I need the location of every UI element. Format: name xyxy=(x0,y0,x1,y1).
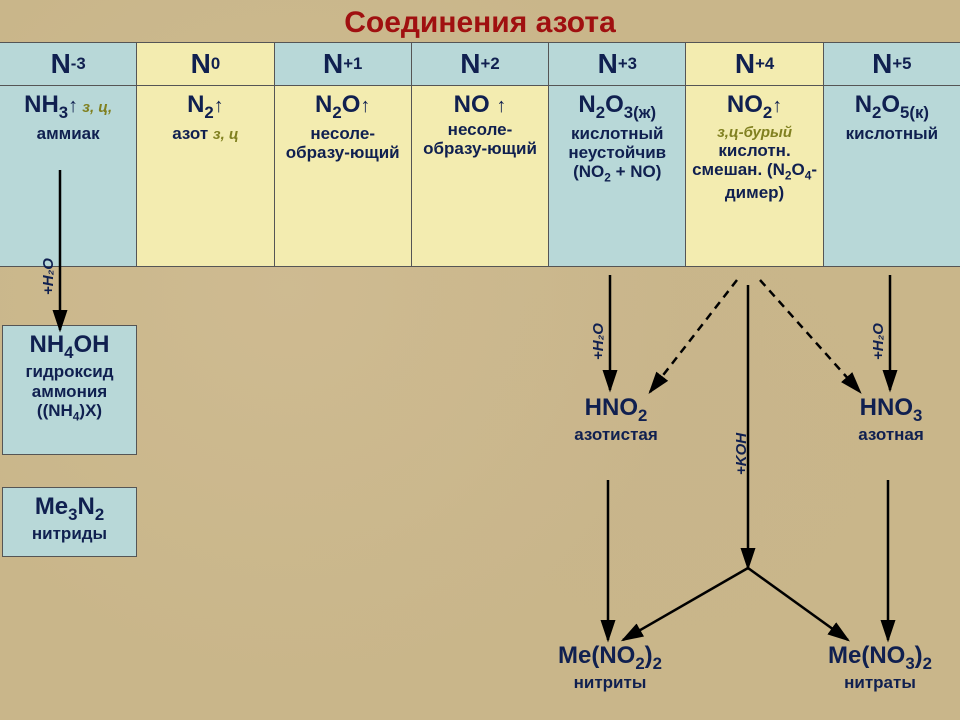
formula: Me(NO2)2 xyxy=(534,643,686,673)
header-cell: N0 xyxy=(137,43,274,85)
header-cell: N-3 xyxy=(0,43,137,85)
panel-hno3: HNO3 азотная xyxy=(830,389,952,459)
formula: HNO2 xyxy=(559,395,673,425)
panel-nitrites: Me(NO2)2 нитриты xyxy=(530,637,690,699)
desc: нитриты xyxy=(534,673,686,693)
panel-nitrides: Me3N2 нитриды xyxy=(2,487,137,557)
desc: нитраты xyxy=(804,673,956,693)
oxidation-header-row: N-3N0N+1N+2N+3N+4N+5 xyxy=(0,42,960,86)
compound-box: NO2↑з,ц-бурыйкислотн. смешан. (N2O4- дим… xyxy=(686,86,823,266)
header-cell: N+3 xyxy=(549,43,686,85)
page-title: Соединения азота xyxy=(0,0,960,42)
compounds-row: NH3↑ з, ц,аммиакN2↑азот з, цN2O↑несоле-о… xyxy=(0,86,960,267)
desc: гидроксид аммония ((NH4)X) xyxy=(7,362,132,424)
arrow-label: +H₂O xyxy=(590,323,607,360)
panel-nh4oh: NH4OH гидроксид аммония ((NH4)X) xyxy=(2,325,137,455)
desc: нитриды xyxy=(7,524,132,544)
formula: Me(NO3)2 xyxy=(804,643,956,673)
compound-box: N2O3(ж)кислотный неустойчив (NO2 + NO) xyxy=(549,86,686,266)
formula: HNO3 xyxy=(834,395,948,425)
arrow-label: +KOH xyxy=(733,433,750,475)
lower-region: NH4OH гидроксид аммония ((NH4)X) Me3N2 н… xyxy=(0,267,960,707)
arrow-label: +H₂O xyxy=(40,258,57,295)
formula: Me3N2 xyxy=(7,494,132,524)
header-cell: N+5 xyxy=(824,43,960,85)
desc: азотная xyxy=(834,425,948,445)
desc: азотистая xyxy=(559,425,673,445)
compound-box: N2↑азот з, ц xyxy=(137,86,274,266)
compound-box: NO ↑несоле-образу-ющий xyxy=(412,86,549,266)
panel-nitrates: Me(NO3)2 нитраты xyxy=(800,637,960,699)
compound-box: N2O↑несоле-образу-ющий xyxy=(275,86,412,266)
header-cell: N+1 xyxy=(275,43,412,85)
compound-box: N2O5(к)кислотный xyxy=(824,86,960,266)
header-cell: N+4 xyxy=(686,43,823,85)
formula: NH4OH xyxy=(7,332,132,362)
compound-box: NH3↑ з, ц,аммиак xyxy=(0,86,137,266)
header-cell: N+2 xyxy=(412,43,549,85)
panel-hno2: HNO2 азотистая xyxy=(555,389,677,459)
arrow-label: +H₂O xyxy=(870,323,887,360)
